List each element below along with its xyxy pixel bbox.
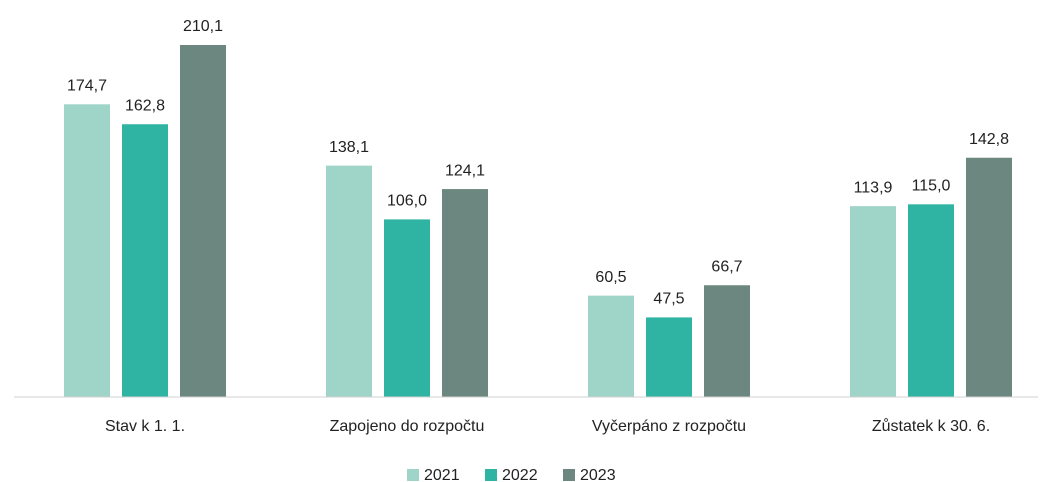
bar: [966, 157, 1012, 397]
legend-swatch: [407, 469, 419, 481]
bar: [908, 204, 954, 397]
legend-label: 2022: [502, 467, 538, 482]
bar: [850, 206, 896, 397]
bar: [326, 165, 372, 397]
bar: [646, 317, 692, 397]
x-tick-label: Stav k 1. 1.: [105, 418, 185, 435]
bar: [588, 295, 634, 397]
value-label: 124,1: [445, 162, 485, 179]
bar: [704, 285, 750, 397]
value-label: 174,7: [67, 78, 107, 95]
value-label: 66,7: [711, 258, 742, 275]
value-label: 138,1: [329, 139, 369, 156]
legend-swatch: [563, 469, 575, 481]
bar: [442, 189, 488, 397]
value-label: 210,1: [183, 18, 223, 35]
x-tick-label: Zůstatek k 30. 6.: [872, 417, 990, 435]
bar: [122, 124, 168, 398]
bar: [384, 219, 430, 397]
value-label: 106,0: [387, 193, 427, 210]
legend-label: 2021: [424, 467, 460, 482]
bar: [180, 44, 226, 397]
bar: [64, 104, 110, 397]
legend-label: 2023: [580, 467, 616, 482]
value-label: 47,5: [653, 291, 684, 308]
x-tick-label: Zapojeno do rozpočtu: [330, 418, 485, 435]
value-label: 60,5: [595, 269, 626, 286]
legend-swatch: [485, 469, 497, 481]
x-tick-label: Vyčerpáno z rozpočtu: [592, 418, 746, 435]
value-label: 115,0: [912, 178, 951, 195]
value-label: 142,8: [969, 131, 1009, 148]
value-label: 113,9: [854, 179, 893, 196]
value-label: 162,8: [125, 97, 165, 114]
